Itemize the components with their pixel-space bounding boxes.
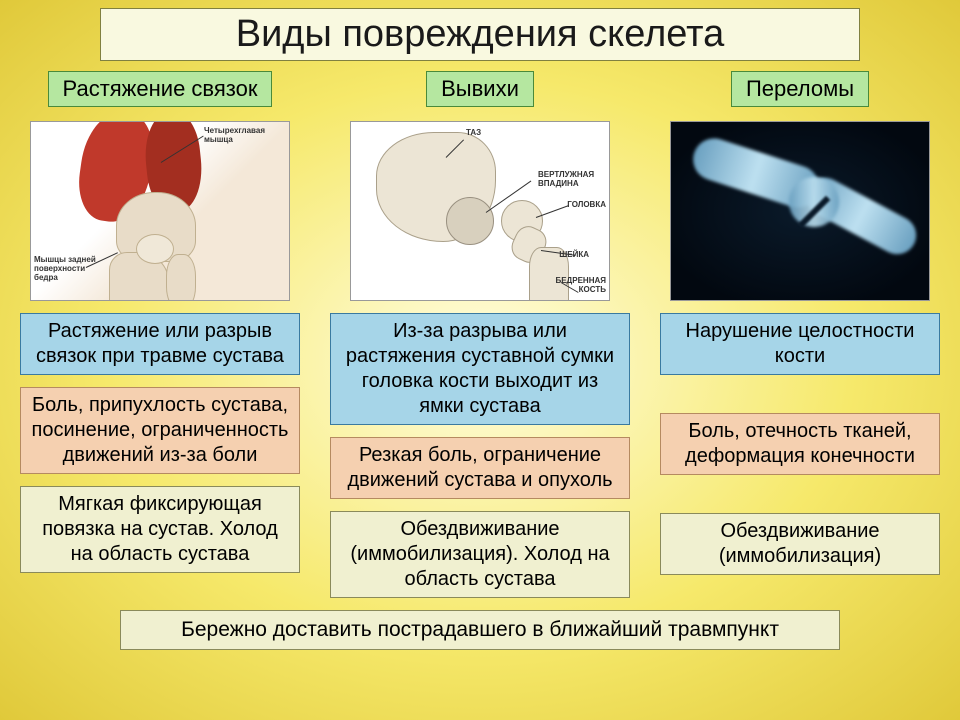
symptoms-sprain: Боль, припухлость сустава, посинение, ог…: [20, 387, 300, 474]
label-pelvis: ТАЗ: [466, 128, 481, 137]
column-fracture: Переломы Нарушение целостности кости Бол…: [650, 71, 950, 598]
label-head: ГОЛОВКА: [567, 200, 606, 209]
symptoms-fracture: Боль, отечность тканей, деформация конеч…: [660, 413, 940, 475]
header-fracture: Переломы: [731, 71, 869, 107]
columns-row: Растяжение связок Четырехглавая мышца Мы…: [10, 71, 950, 598]
label-ham: Мышцы задней поверхности бедра: [34, 255, 109, 282]
column-dislocation: Вывихи ТАЗ ВЕРТЛУЖНАЯ ВПАДИНА ГОЛОВКА ШЕ…: [330, 71, 630, 598]
image-xray: [670, 121, 930, 301]
footer-note: Бережно доставить пострадавшего в ближай…: [120, 610, 840, 650]
definition-dislocation: Из-за разрыва или растяжения суставной с…: [330, 313, 630, 425]
label-quad: Четырехглавая мышца: [204, 126, 286, 144]
title-box: Виды повреждения скелета: [100, 8, 860, 61]
treatment-fracture: Обездвиживание (иммобилизация): [660, 513, 940, 575]
definition-sprain: Растяжение или разрыв связок при травме …: [20, 313, 300, 375]
column-sprain: Растяжение связок Четырехглавая мышца Мы…: [10, 71, 310, 598]
image-hip: ТАЗ ВЕРТЛУЖНАЯ ВПАДИНА ГОЛОВКА ШЕЙКА БЕД…: [350, 121, 610, 301]
header-dislocation: Вывихи: [426, 71, 534, 107]
definition-fracture: Нарушение целостности кости: [660, 313, 940, 375]
symptoms-dislocation: Резкая боль, ограничение движений сустав…: [330, 437, 630, 499]
page-title: Виды повреждения скелета: [111, 13, 849, 56]
label-acet: ВЕРТЛУЖНАЯ ВПАДИНА: [538, 170, 606, 188]
treatment-sprain: Мягкая фиксирующая повязка на сустав. Хо…: [20, 486, 300, 573]
treatment-dislocation: Обездвиживание (иммобилизация). Холод на…: [330, 511, 630, 598]
header-sprain: Растяжение связок: [48, 71, 273, 107]
image-knee: Четырехглавая мышца Мышцы задней поверхн…: [30, 121, 290, 301]
slide: Виды повреждения скелета Растяжение связ…: [0, 0, 960, 720]
